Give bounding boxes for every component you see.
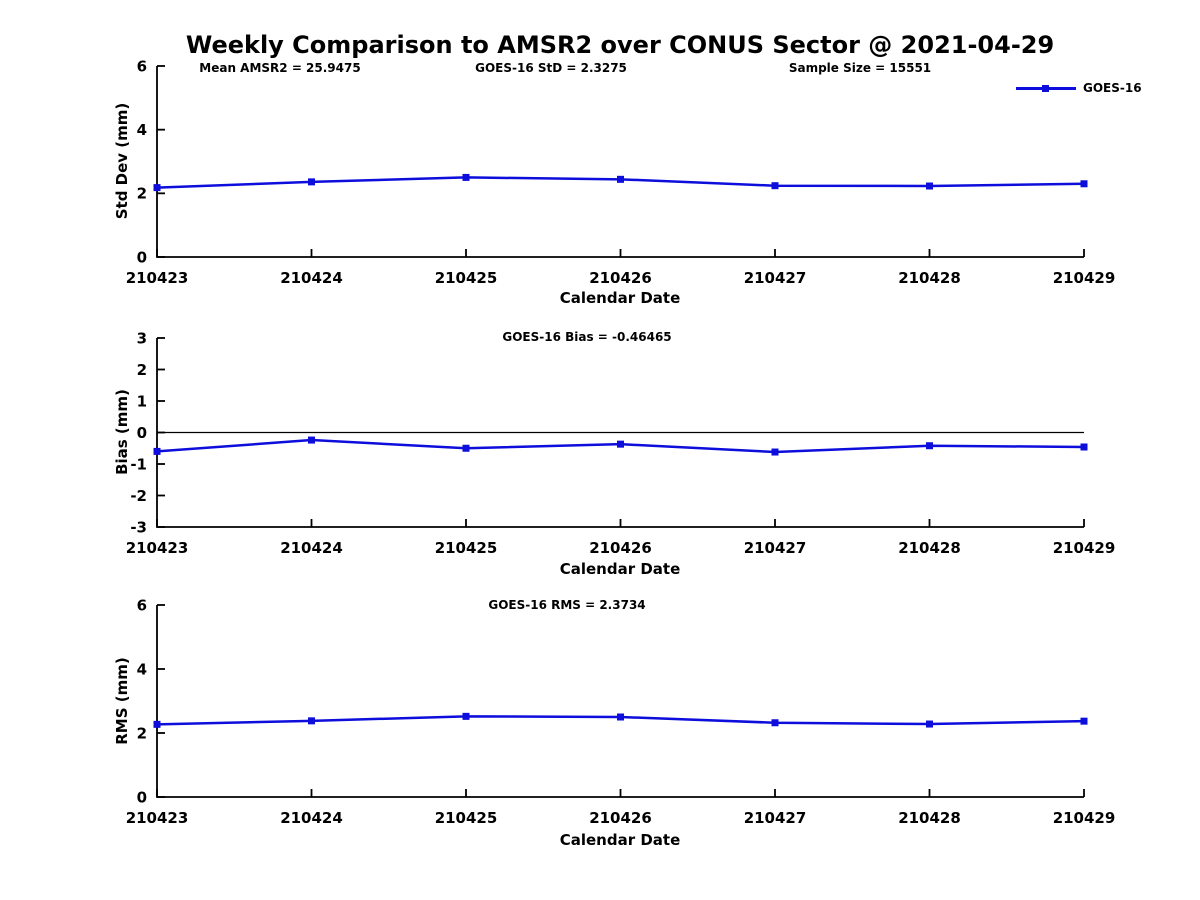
subplot-3-xtick-label: 210429 <box>1053 809 1116 827</box>
x-axis-label-2: Calendar Date <box>559 560 681 578</box>
subplot-2-data-point <box>462 444 470 452</box>
subplot-3-data-point <box>462 712 470 720</box>
subplot-3-data-point <box>153 720 161 728</box>
annotation-goes16-bias: GOES-16 Bias = -0.46465 <box>502 330 672 344</box>
legend-square-marker-icon <box>1042 84 1049 92</box>
subplot-2-ytick-label: -1 <box>130 455 147 473</box>
y-axis-label-bias: Bias (mm) <box>113 389 131 475</box>
subplot-3-data-point <box>617 713 624 721</box>
subplot-1-xtick-label: 210428 <box>898 269 961 287</box>
subplot-2-data-point <box>926 442 933 450</box>
subplot-3-xtick-label: 210428 <box>898 809 961 827</box>
subplot-3-ytick-label: 4 <box>137 660 147 678</box>
subplot-3-xtick-label: 210424 <box>280 809 343 827</box>
subplot-1-data-point <box>308 178 315 186</box>
subplot-1-ytick-label: 6 <box>137 57 147 75</box>
legend: GOES-16 <box>1016 82 1142 94</box>
subplot-3-data-point <box>1080 717 1088 725</box>
subplot-1-data-point <box>771 182 779 190</box>
subplot-3-axes <box>156 605 1084 798</box>
y-axis-label-stddev: Std Dev (mm) <box>113 102 131 220</box>
subplot-3-ytick-label: 6 <box>137 596 147 614</box>
subplot-2-data-point <box>153 447 161 455</box>
subplot-3-ytick-label: 0 <box>137 788 147 806</box>
annotation-goes16-rms: GOES-16 RMS = 2.3734 <box>488 598 646 612</box>
subplot-2-ytick-label: -2 <box>130 487 147 505</box>
subplot-2-ytick-label: 0 <box>137 424 147 442</box>
subplot-2-xtick-label: 210424 <box>280 539 343 557</box>
subplot-3-xtick-label: 210426 <box>589 809 652 827</box>
subplot-2-ytick-label: 3 <box>137 329 147 347</box>
subplot-3-ytick-label: 2 <box>137 724 147 742</box>
subplot-1-ytick-label: 4 <box>137 121 147 139</box>
subplot-2-xtick-label: 210427 <box>744 539 807 557</box>
subplot-1-data-point <box>617 175 624 183</box>
subplot-1-data-point <box>462 173 470 181</box>
annotation-goes16-std: GOES-16 StD = 2.3275 <box>475 61 627 75</box>
subplot-1-xtick-label: 210429 <box>1053 269 1116 287</box>
legend-label: GOES-16 <box>1083 81 1142 95</box>
subplot-2-data-point <box>1080 443 1088 451</box>
subplot-2-ytick-label: 1 <box>137 392 147 410</box>
x-axis-label-1: Calendar Date <box>559 289 681 307</box>
subplot-2-ytick-label: -3 <box>130 518 147 536</box>
subplot-2-xtick-label: 210426 <box>589 539 652 557</box>
subplot-3-data-point <box>308 717 315 725</box>
subplot-3-xtick-label: 210427 <box>744 809 807 827</box>
subplot-1-axes <box>156 66 1084 258</box>
subplot-1-xtick-label: 210423 <box>126 269 189 287</box>
x-axis-label-3: Calendar Date <box>559 831 681 849</box>
annotation-mean-amsr2: Mean AMSR2 = 25.9475 <box>199 61 361 75</box>
chart-title: Weekly Comparison to AMSR2 over CONUS Se… <box>185 31 1055 59</box>
subplot-3-data-point <box>771 719 779 727</box>
subplot-3-data-point <box>926 720 933 728</box>
subplot-2-data-point <box>308 436 315 444</box>
subplot-2-data-point <box>617 440 624 448</box>
subplot-2-data-point <box>771 448 779 456</box>
subplot-1-xtick-label: 210427 <box>744 269 807 287</box>
annotation-sample-size: Sample Size = 15551 <box>788 61 932 75</box>
subplot-3-xtick-label: 210423 <box>126 809 189 827</box>
subplot-3-xtick-label: 210425 <box>435 809 498 827</box>
subplot-2-xtick-label: 210425 <box>435 539 498 557</box>
subplot-1-xtick-label: 210424 <box>280 269 343 287</box>
subplot-1-data-point <box>926 182 933 190</box>
subplot-1-data-point <box>1080 180 1088 188</box>
legend-line-sample <box>1016 84 1076 92</box>
subplot-2-ytick-label: 2 <box>137 361 147 379</box>
y-axis-label-rms: RMS (mm) <box>113 657 131 745</box>
subplot-2-xtick-label: 210423 <box>126 539 189 557</box>
subplot-2-xtick-label: 210428 <box>898 539 961 557</box>
subplot-1-ytick-label: 0 <box>137 248 147 266</box>
subplot-2-xtick-label: 210429 <box>1053 539 1116 557</box>
subplot-1-xtick-label: 210426 <box>589 269 652 287</box>
subplot-1-xtick-label: 210425 <box>435 269 498 287</box>
subplot-1-data-point <box>153 184 161 192</box>
subplot-1-ytick-label: 2 <box>137 185 147 203</box>
